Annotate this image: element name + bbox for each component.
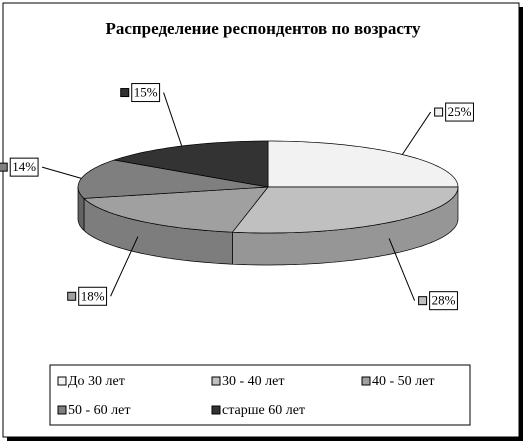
data-label: 25% — [434, 102, 474, 122]
label-box — [9, 157, 39, 177]
pie-slice — [83, 186, 269, 233]
data-label: 18% — [67, 286, 108, 306]
chart-title: Распределение респондентов по возрасту — [105, 19, 421, 38]
legend-label: 50 - 60 лет — [68, 403, 130, 418]
label-swatch — [0, 162, 8, 172]
value-label: 15% — [134, 85, 158, 100]
legend-swatch — [211, 376, 221, 386]
label-box — [131, 83, 161, 103]
pie-side-shade — [84, 198, 233, 265]
leader-line — [110, 236, 139, 297]
label-swatch — [418, 296, 428, 306]
pie-slice — [231, 186, 459, 234]
label-box — [445, 102, 474, 122]
leader-line — [41, 166, 82, 179]
value-label: 18% — [81, 288, 105, 303]
data-label: 14% — [0, 157, 39, 177]
value-label: 14% — [12, 159, 36, 174]
value-label: 28% — [432, 293, 456, 308]
legend-box — [49, 364, 471, 426]
leader-line — [388, 238, 416, 301]
legend-swatch — [57, 376, 67, 386]
label-swatch — [67, 291, 77, 301]
value-label: 25% — [448, 104, 472, 119]
label-swatch — [120, 88, 130, 98]
legend-swatch — [57, 405, 67, 415]
legend-swatch — [361, 376, 371, 386]
legend-label: 30 - 40 лет — [222, 374, 284, 389]
pie-slice — [77, 159, 269, 199]
label-box — [429, 291, 458, 311]
label-box — [78, 286, 108, 306]
data-label: 28% — [418, 291, 458, 311]
data-label: 15% — [120, 83, 161, 103]
legend-swatch — [211, 405, 221, 415]
legend-label: До 30 лет — [68, 374, 125, 389]
legend-label: старше 60 лет — [222, 403, 305, 418]
leader-line — [401, 111, 432, 155]
label-swatch — [434, 107, 444, 117]
leader-line — [163, 92, 183, 147]
legend-label: 40 - 50 лет — [372, 374, 434, 389]
pie-side-shade — [78, 187, 84, 231]
pie-slice — [267, 140, 459, 188]
pie-side-shade — [232, 187, 458, 265]
